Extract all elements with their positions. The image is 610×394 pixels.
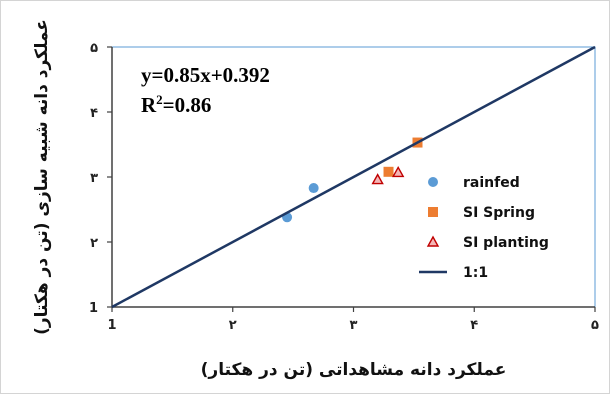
y-tick-label: ۴ bbox=[90, 106, 98, 121]
si-spring-point bbox=[383, 166, 394, 177]
x-axis-title: عملکرد دانه مشاهداتی (تن در هکتار) bbox=[201, 360, 507, 380]
x-tick-label: ۳ bbox=[350, 318, 358, 333]
legend-marker-si-spring bbox=[428, 207, 438, 217]
y-tick-label: ۲ bbox=[90, 236, 98, 251]
r-squared-superscript: 2 bbox=[156, 92, 163, 107]
r-squared-label: R2=0.86 bbox=[141, 92, 211, 117]
legend-marker-si-planting bbox=[426, 235, 440, 247]
r-squared-symbol: R bbox=[141, 93, 157, 117]
one-to-one-line bbox=[111, 45, 596, 309]
si-planting-point bbox=[391, 166, 405, 178]
r-squared-value: =0.86 bbox=[163, 93, 212, 117]
legend-label: 1:1 bbox=[463, 265, 488, 281]
si-planting-point bbox=[371, 173, 384, 185]
y-axis-title: عملکرد دانه شبیه سازی (تن در هکتار) bbox=[32, 19, 52, 335]
legend-label: rainfed bbox=[463, 175, 520, 191]
x-tick-label: ۴ bbox=[470, 318, 478, 333]
y-tick-label: ۳ bbox=[90, 171, 98, 186]
x-tick-label: 1 bbox=[107, 318, 116, 333]
x-tick-label: ۵ bbox=[591, 318, 599, 333]
y-tick-label: 1 bbox=[89, 301, 98, 316]
rainfed-point bbox=[308, 183, 319, 194]
y-tick-label: ۵ bbox=[90, 41, 98, 56]
legend-label: SI Spring bbox=[463, 205, 535, 221]
x-tick-label: ۲ bbox=[229, 318, 237, 333]
legend-marker-rainfed bbox=[428, 177, 438, 187]
legend-label: SI planting bbox=[463, 235, 549, 251]
regression-equation: y=0.85x+0.392 bbox=[141, 63, 270, 87]
